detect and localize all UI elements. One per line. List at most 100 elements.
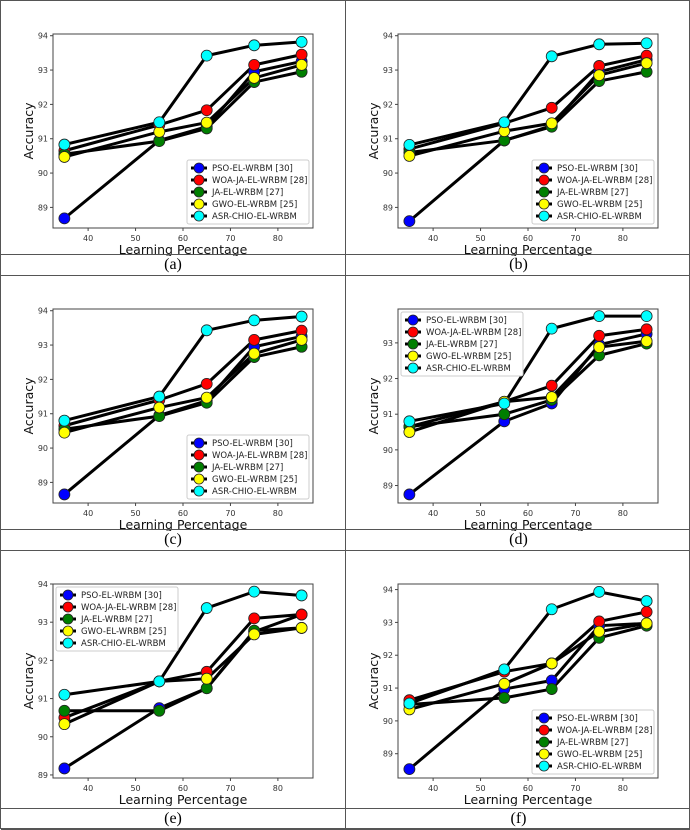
x-tick-label: 70 xyxy=(225,509,235,518)
y-tick-label: 93 xyxy=(38,341,48,350)
x-tick-label: 60 xyxy=(523,509,533,518)
legend-marker xyxy=(538,712,550,724)
y-tick-label: 89 xyxy=(383,750,393,759)
chart-svg: 40 50 60 70 80 89 90 91 92 93 94 Learning Percentag… xyxy=(21,307,314,531)
subplot-f: 40 50 60 70 80 89 90 91 92 93 94 Learning Percentag… xyxy=(346,551,690,830)
legend-label: WOA-JA-EL-WRBM [28] xyxy=(212,176,307,186)
x-tick-label: 80 xyxy=(273,509,283,518)
data-point xyxy=(545,391,558,403)
data-point xyxy=(640,606,653,618)
legend-label: ASR-CHIO-EL-WRBM xyxy=(212,212,297,222)
data-point xyxy=(640,335,653,347)
data-point xyxy=(58,138,71,151)
legend-marker xyxy=(193,186,205,198)
x-tick-label: 80 xyxy=(618,509,628,518)
y-tick-label: 89 xyxy=(38,478,48,487)
y-tick-label: 93 xyxy=(383,339,393,348)
subplot-b: 40 50 60 70 80 89 90 91 92 93 94 Learning Percentag… xyxy=(346,1,690,276)
legend-label: GWO-EL-WRBM [25] xyxy=(81,627,166,637)
x-tick-label: 70 xyxy=(225,784,235,793)
legend-marker xyxy=(193,485,205,497)
y-tick-label: 89 xyxy=(38,771,48,780)
y-tick-label: 90 xyxy=(38,444,48,453)
y-tick-label: 94 xyxy=(38,580,48,589)
data-point xyxy=(153,390,166,403)
data-point xyxy=(403,149,416,162)
legend-label: WOA-JA-EL-WRBM [28] xyxy=(426,328,521,338)
legend-marker xyxy=(407,362,419,374)
data-point xyxy=(248,585,261,598)
x-tick-label: 70 xyxy=(570,234,580,243)
legend-box xyxy=(400,311,524,377)
legend-label: ASR-CHIO-EL-WRBM xyxy=(212,487,297,497)
legend-label: GWO-EL-WRBM [25] xyxy=(212,475,297,485)
legend-marker xyxy=(407,314,419,326)
y-tick-label: 94 xyxy=(383,586,393,595)
legend-marker xyxy=(193,437,205,449)
data-point xyxy=(593,69,606,82)
data-point xyxy=(200,602,213,614)
legend-marker xyxy=(538,736,550,748)
legend-marker xyxy=(407,326,419,338)
y-tick-label: 90 xyxy=(38,733,48,742)
subplot-caption: (f) xyxy=(346,808,690,829)
data-point xyxy=(593,341,606,354)
data-point xyxy=(498,692,511,704)
data-point xyxy=(58,151,71,163)
data-point xyxy=(153,401,166,414)
data-point xyxy=(545,657,558,670)
x-tick-label: 50 xyxy=(475,234,485,243)
data-point xyxy=(593,329,606,342)
legend-marker xyxy=(62,589,74,601)
chart-svg: 40 50 60 70 80 89 90 91 92 93 94 Learning Percentag… xyxy=(21,32,314,256)
data-point xyxy=(498,677,511,690)
legend-label: GWO-EL-WRBM [25] xyxy=(212,200,297,210)
data-point xyxy=(498,408,511,421)
legend-marker xyxy=(62,613,74,625)
legend-marker xyxy=(538,198,550,210)
x-tick-label: 40 xyxy=(83,234,93,243)
legend-label: PSO-EL-WRBM [30] xyxy=(81,591,162,601)
x-tick-label: 70 xyxy=(225,234,235,243)
data-point xyxy=(545,603,558,616)
x-axis-label: Learning Percentage xyxy=(464,792,593,806)
subplot-caption: (c) xyxy=(1,529,345,550)
legend-marker xyxy=(407,350,419,362)
data-point xyxy=(248,59,261,71)
data-point xyxy=(545,683,558,695)
legend-marker xyxy=(538,186,550,198)
legend-label: ASR-CHIO-EL-WRBM xyxy=(557,212,642,222)
legend-box xyxy=(186,434,310,500)
legend-label: GWO-EL-WRBM [25] xyxy=(557,750,642,760)
legend-marker xyxy=(538,748,550,760)
data-point xyxy=(248,347,261,360)
legend-marker xyxy=(193,198,205,210)
legend-box xyxy=(55,586,179,652)
y-tick-label: 91 xyxy=(383,410,393,419)
x-axis-label: Learning Percentage xyxy=(119,242,248,256)
data-point xyxy=(403,415,416,428)
x-tick-label: 80 xyxy=(273,784,283,793)
x-tick-label: 60 xyxy=(178,509,188,518)
data-point xyxy=(545,117,558,130)
legend-marker xyxy=(538,760,550,772)
x-tick-label: 70 xyxy=(570,509,580,518)
y-tick-label: 92 xyxy=(38,375,48,384)
legend-marker xyxy=(62,625,74,637)
chart-svg: 40 50 60 70 80 89 90 91 92 93 Learning Percentage A… xyxy=(366,308,659,531)
legend-label: GWO-EL-WRBM [25] xyxy=(426,352,511,362)
data-point xyxy=(200,391,213,404)
data-point xyxy=(295,59,308,71)
legend-label: GWO-EL-WRBM [25] xyxy=(557,200,642,210)
y-axis-label: Accuracy xyxy=(21,652,36,710)
legend-marker xyxy=(538,724,550,736)
data-point xyxy=(248,72,261,84)
data-point xyxy=(403,139,416,151)
y-tick-label: 92 xyxy=(383,100,393,109)
plot-area xyxy=(52,308,314,504)
legend-label: JA-EL-WRBM [27] xyxy=(211,463,283,473)
data-point xyxy=(640,37,653,50)
y-axis-label: Accuracy xyxy=(366,102,381,160)
legend-marker xyxy=(193,210,205,222)
